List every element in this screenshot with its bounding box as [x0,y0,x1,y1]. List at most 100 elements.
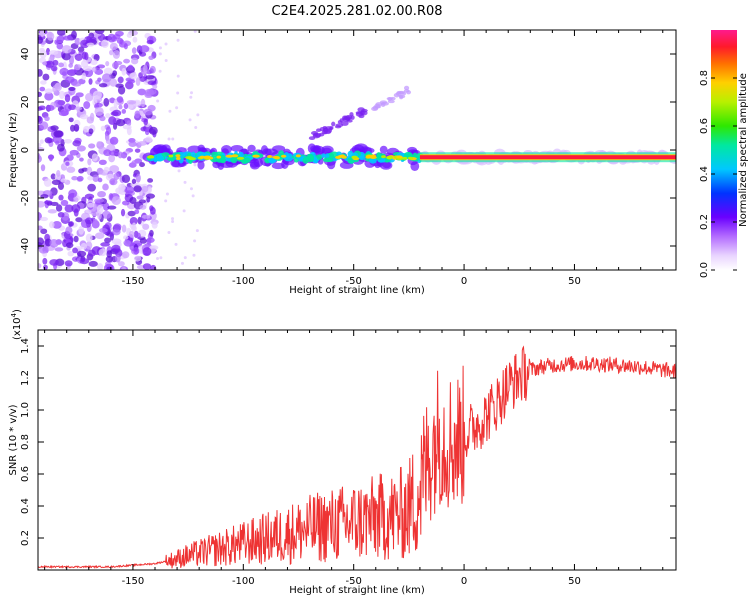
noise-blob [74,106,83,111]
y-tick-label: 0 [20,147,31,153]
noise-blob [97,190,106,198]
noise-blob [142,223,150,230]
noise-blob [144,127,150,136]
faint-dot [158,52,162,56]
noise-blob [88,128,94,135]
noise-blob [61,52,71,61]
noise-blob [94,30,105,35]
faint-dot [158,46,162,50]
faint-dot [193,30,197,33]
noise-blob [105,113,111,119]
faint-dot [180,261,184,265]
noise-blob [85,241,93,250]
noise-blob [121,224,127,233]
faint-dot [165,192,169,196]
noise-blob [129,197,137,204]
noise-blob [39,121,49,130]
band-hot [175,154,181,158]
noise-blob [118,183,126,191]
noise-blob [52,85,58,93]
noise-blob [38,142,42,148]
noise-blob [139,45,150,53]
noise-blob [152,84,158,90]
noise-blob [127,156,132,162]
band-hot [381,155,386,159]
noise-blob [145,75,155,80]
y-tick-label: 0.8 [20,434,31,450]
diagonal-blob [329,126,334,130]
noise-blob [126,100,137,105]
noise-blob [38,68,43,77]
faint-dot [167,230,171,234]
noise-blob [56,30,66,36]
band-hot [341,155,347,159]
noise-blob [42,73,50,81]
noise-blob [68,63,73,68]
noise-blob [89,36,97,43]
faint-dot [194,125,198,129]
noise-blob [139,238,147,244]
diagonal-blob [334,125,342,129]
band-mid [156,155,164,162]
band-mid [196,151,207,158]
noise-blob [96,141,102,147]
noise-blob [68,221,75,227]
noise-blob [78,225,85,235]
noise-blob [113,223,122,230]
diagonal-blob [311,130,318,136]
band-hot [295,154,301,158]
band-hot [207,156,214,160]
noise-blob [80,59,89,68]
noise-blob [52,220,62,229]
noise-blob [131,57,139,65]
band-halo [230,144,244,152]
noise-blob [50,173,56,180]
band-mid [336,151,342,157]
noise-blob [73,235,79,243]
band-hot [280,154,287,158]
noise-blob [91,153,98,162]
noise-blob [44,115,50,122]
spectrogram-y-axis-label: Frequency (Hz) [8,112,19,188]
colorbar-tick-label: 0.2 [699,214,710,230]
noise-blob [42,257,48,265]
noise-blob [101,73,112,83]
noise-blob [71,204,81,213]
noise-blob [48,154,54,162]
band-halo [247,144,256,153]
noise-blob [68,189,78,198]
noise-blob [45,60,55,68]
noise-blob [139,204,147,210]
noise-blob [94,102,103,108]
snr-scale-prefix: (x10 [12,317,23,340]
noise-blob [76,145,86,152]
noise-blob [138,199,146,204]
x-tick-label: -150 [122,276,145,287]
noise-blob [107,33,116,43]
snr-scale-suffix: ) [12,309,23,313]
faint-dot [183,256,187,260]
noise-blob [121,266,127,270]
faint-dot [171,217,175,221]
noise-blob [76,175,84,182]
noise-blob [56,169,61,177]
noise-blob [55,204,63,212]
noise-blob [103,166,110,174]
y-tick-label: 20 [20,96,31,109]
noise-blob [124,185,135,194]
noise-blob [64,94,71,103]
noise-blob [145,136,153,143]
diagonal-blob [361,108,368,113]
faint-dot [168,109,172,113]
x-tick-label: -100 [232,576,255,587]
y-tick-label: 40 [20,48,31,61]
band-hot [273,156,280,160]
noise-blob [123,102,129,110]
noise-blob [143,118,148,126]
noise-blob [71,30,77,39]
spectrogram-y-ticks: -40 -20 0 20 40 [20,48,676,254]
noise-blob [83,125,91,133]
noise-blob [45,47,51,56]
noise-blob [64,260,73,267]
snr-frame [37,329,677,571]
